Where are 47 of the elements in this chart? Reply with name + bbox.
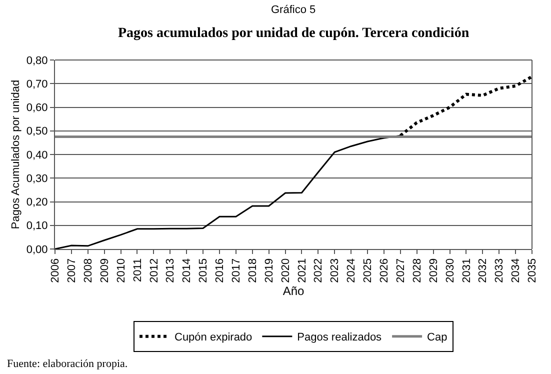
y-tick-label: 0,30 xyxy=(26,172,48,185)
x-axis-title: Año xyxy=(282,284,304,298)
x-tick-label: 2006 xyxy=(50,258,62,283)
x-tick-label: 2008 xyxy=(82,258,94,283)
legend-label: Cupón expirado xyxy=(174,332,252,344)
y-tick-label: 0,70 xyxy=(26,78,48,90)
source-note: Fuente: elaboración propia. xyxy=(7,358,128,370)
y-tick-label: 0,00 xyxy=(26,244,48,256)
y-axis-title: Pagos Acumulados por unidad xyxy=(10,80,22,230)
x-tick-label: 2028 xyxy=(411,258,424,283)
x-tick-label: 2012 xyxy=(148,258,160,283)
x-tick-label: 2015 xyxy=(198,258,210,283)
x-tick-label: 2022 xyxy=(312,258,325,283)
x-tick-label: 2013 xyxy=(164,258,177,283)
x-tick-label: 2027 xyxy=(394,258,407,283)
y-tick-label: 0,40 xyxy=(26,149,48,162)
y-tick-label: 0,60 xyxy=(26,102,48,114)
x-tick-label: 2023 xyxy=(329,258,342,283)
y-tick-label: 0,80 xyxy=(26,54,48,67)
x-tick-label: 2018 xyxy=(246,258,259,283)
y-tick-label: 0,20 xyxy=(26,196,48,209)
x-tick-label: 2030 xyxy=(444,258,456,283)
x-tick-label: 2020 xyxy=(280,258,292,283)
x-tick-label: 2014 xyxy=(181,258,194,283)
x-tick-label: 2025 xyxy=(362,258,374,283)
x-tick-label: 2007 xyxy=(66,258,78,283)
x-tick-label: 2033 xyxy=(494,258,506,283)
legend-label: Cap xyxy=(427,332,448,344)
x-tick-label: 2035 xyxy=(526,258,539,283)
x-tick-label: 2017 xyxy=(230,258,243,283)
chart-subtitle: Pagos acumulados por unidad de cupón. Tercera condición xyxy=(118,26,470,41)
y-tick-label: 0,50 xyxy=(26,126,48,138)
x-tick-label: 2032 xyxy=(477,258,490,283)
x-tick-label: 2009 xyxy=(98,258,111,283)
x-tick-label: 2029 xyxy=(428,258,440,283)
x-tick-label: 2010 xyxy=(115,258,128,283)
legend-label: Pagos realizados xyxy=(297,332,382,344)
x-tick-label: 2031 xyxy=(460,258,473,283)
x-tick-label: 2016 xyxy=(214,258,226,283)
x-tick-label: 2024 xyxy=(346,258,358,283)
x-tick-label: 2034 xyxy=(510,258,522,283)
chart-title: Gráfico 5 xyxy=(271,4,316,16)
x-tick-label: 2011 xyxy=(132,258,144,282)
y-tick-label: 0,10 xyxy=(26,220,48,232)
x-tick-label: 2019 xyxy=(263,258,276,283)
x-tick-label: 2021 xyxy=(296,258,308,283)
x-tick-label: 2026 xyxy=(378,258,391,283)
